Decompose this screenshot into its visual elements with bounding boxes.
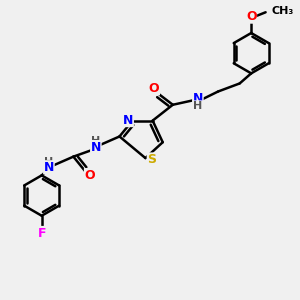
Text: N: N xyxy=(123,113,133,127)
Text: O: O xyxy=(246,10,256,23)
Text: H: H xyxy=(44,157,53,166)
Text: H: H xyxy=(193,101,203,111)
Text: N: N xyxy=(44,161,54,174)
Text: N: N xyxy=(91,141,101,154)
Text: O: O xyxy=(85,169,95,182)
Text: F: F xyxy=(38,226,46,239)
Text: CH₃: CH₃ xyxy=(272,6,294,16)
Text: H: H xyxy=(91,136,101,146)
Text: O: O xyxy=(149,82,159,95)
Text: N: N xyxy=(193,92,203,105)
Text: S: S xyxy=(147,153,156,166)
